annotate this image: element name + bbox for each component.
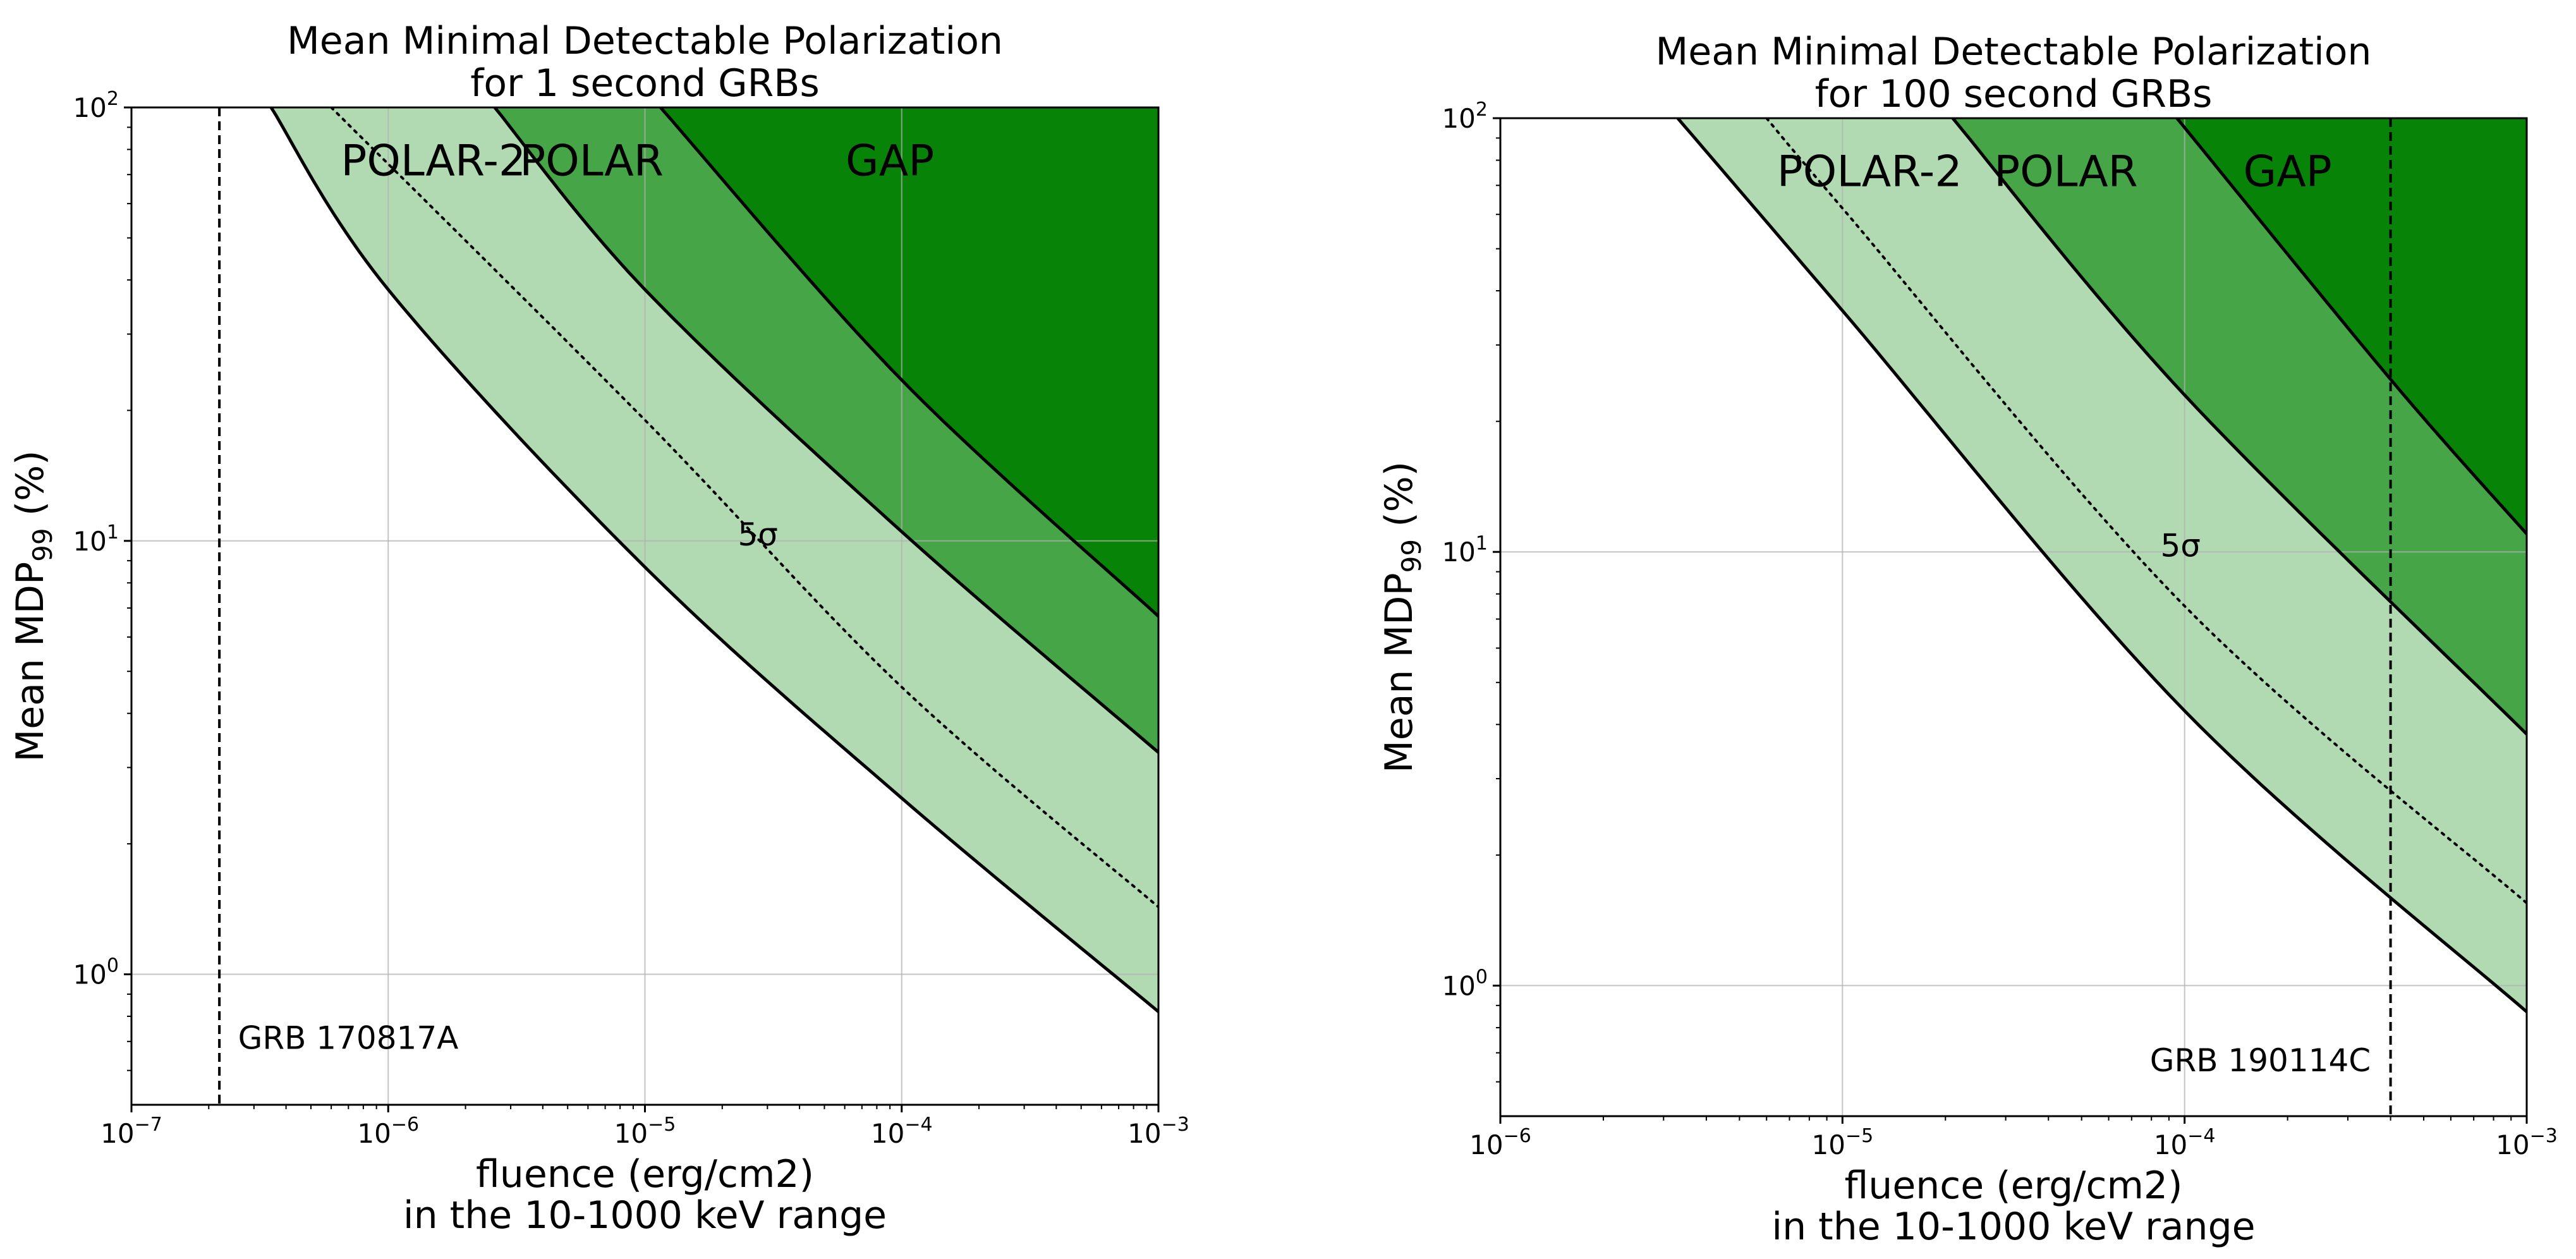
- x-tick-label: 10−3: [1127, 1114, 1189, 1149]
- x-tick-label: 10−5: [1811, 1125, 1873, 1160]
- x-axis-label: fluence (erg/cm2): [476, 1152, 814, 1196]
- curve-5sigma: [330, 107, 1158, 908]
- band-label-gap: GAP: [2244, 147, 2332, 197]
- x-tick-label: 10−3: [2496, 1125, 2558, 1160]
- axes-frame: [1499, 117, 2528, 1117]
- marker-label: GRB 170817A: [238, 1020, 459, 1057]
- y-tick-label: 100: [1442, 966, 1488, 1002]
- curve-polar-2: [1676, 118, 2527, 1013]
- x-axis-label-line2: in the 10-1000 keV range: [1771, 1205, 2255, 1249]
- curve-5sigma: [1765, 118, 2527, 904]
- band-label-gap: GAP: [846, 137, 934, 186]
- x-tick-label: 10−6: [357, 1114, 419, 1149]
- plot-area: [1500, 118, 2527, 1116]
- x-tick-label: 10−4: [871, 1114, 933, 1149]
- x-tick-label: 10−4: [2154, 1125, 2216, 1160]
- band-gap: [660, 107, 1158, 617]
- chart-2: 10−6 10−5 10−4 10−3 100 101 102 Mean Minimal De…: [1377, 30, 2558, 1249]
- grid: [131, 107, 1158, 1105]
- x-axis-label-line2: in the 10-1000 keV range: [403, 1193, 887, 1238]
- y-tick-label: 102: [73, 88, 119, 123]
- chart-title: Mean Minimal Detectable Polarization: [1656, 30, 2372, 74]
- curve-polar: [493, 107, 1158, 754]
- y-tick-label: 100: [73, 955, 119, 990]
- y-tick-label: 101: [73, 521, 119, 557]
- sigma-label: 5σ: [2160, 527, 2201, 564]
- band-label-polar: POLAR: [519, 137, 664, 186]
- chart-title: Mean Minimal Detectable Polarization: [287, 19, 1003, 63]
- chart-subtitle: for 100 second GRBs: [1815, 72, 2213, 116]
- curve-gap: [2175, 118, 2527, 535]
- y-axis-label: Mean MDP99 (%): [1377, 461, 1427, 773]
- grid: [1500, 118, 2527, 1116]
- band-gap: [2177, 118, 2527, 534]
- x-axis-label: fluence (erg/cm2): [1845, 1164, 2183, 1208]
- curve-polar: [1951, 118, 2527, 736]
- x-tick-label: 10−7: [100, 1114, 162, 1149]
- y-tick-label: 102: [1442, 99, 1488, 134]
- band-label-polar-2: POLAR-2: [1777, 147, 1962, 197]
- curve-gap: [659, 107, 1158, 617]
- band-label-polar-2: POLAR-2: [341, 137, 526, 186]
- x-tick-label: 10−5: [614, 1114, 676, 1149]
- curve-polar-2: [269, 107, 1158, 1013]
- y-tick-label: 101: [1442, 532, 1488, 568]
- sigma-label: 5σ: [738, 516, 778, 553]
- chart-1: 10−7 10−6 10−5 10−4 10−3 100 101 102 Mean Minima…: [8, 19, 1189, 1238]
- plot-area: [131, 107, 1158, 1105]
- y-axis-label: Mean MDP99 (%): [8, 450, 58, 762]
- marker-label: GRB 190114C: [2150, 1042, 2371, 1079]
- band-label-polar: POLAR: [1994, 147, 2138, 197]
- x-tick-label: 10−6: [1469, 1125, 1531, 1160]
- chart-subtitle: for 1 second GRBs: [470, 61, 819, 106]
